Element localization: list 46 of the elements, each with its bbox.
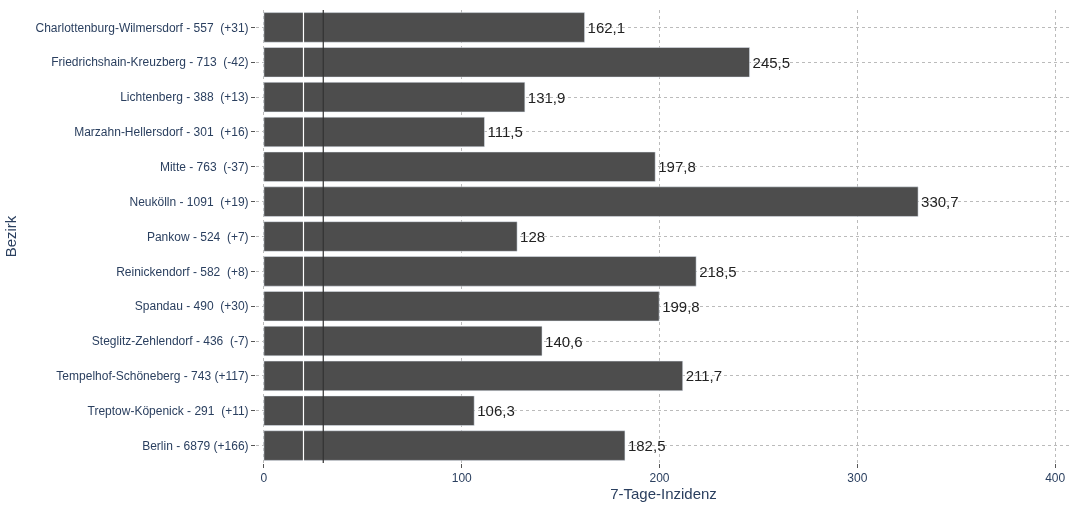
y-tick-label: Pankow - 524 (+7) <box>146 229 249 244</box>
y-tick-label: Berlin - 6879 (+166) <box>142 438 249 453</box>
data-label: 197,8 <box>658 158 696 176</box>
y-tick-label: Spandau - 490 (+30) <box>134 299 249 314</box>
data-label: 182,5 <box>627 437 666 455</box>
y-tick-label: Reinickendorf - 582 (+8) <box>116 264 249 279</box>
bar <box>263 291 660 322</box>
x-tick-label: 300 <box>847 471 868 486</box>
bar <box>263 116 485 148</box>
y-tick-label: Lichtenberg - 388 (+13) <box>120 90 249 105</box>
bar <box>263 256 697 287</box>
data-label: 111,5 <box>487 123 523 141</box>
bar <box>263 360 683 391</box>
y-tick-label: Neukölln - 1091 (+19) <box>129 194 249 209</box>
x-tick-label: 400 <box>1045 471 1066 486</box>
y-tick-label: Mitte - 763 (-37) <box>159 160 249 175</box>
bar <box>263 151 656 182</box>
y-tick-label: Marzahn-Hellersdorf - 301 (+16) <box>74 125 249 140</box>
bar <box>263 395 475 426</box>
data-label: 211,7 <box>685 367 723 385</box>
data-label: 131,9 <box>527 88 566 106</box>
y-tick-label: Friedrichshain-Kreuzberg - 713 (-42) <box>51 55 249 70</box>
data-label: 128 <box>520 228 546 245</box>
x-tick-label: 0 <box>260 471 268 486</box>
data-label: 245,5 <box>752 53 791 71</box>
bar <box>263 82 526 113</box>
data-label: 330,7 <box>921 193 959 211</box>
bar <box>263 47 750 78</box>
y-tick-label: Charlottenburg-Wilmersdorf - 557 (+31) <box>35 20 249 35</box>
y-tick-label: Tempelhof-Schöneberg - 743 (+117) <box>56 369 249 384</box>
bar <box>263 186 919 217</box>
data-label: 140,6 <box>545 332 583 350</box>
x-tick-label: 200 <box>649 471 670 486</box>
bar <box>263 430 626 461</box>
bar <box>263 221 518 252</box>
bar <box>263 12 585 43</box>
x-axis-title: 7-Tage-Inzidenz <box>610 485 717 503</box>
data-label: 218,5 <box>699 262 737 280</box>
data-label: 199,8 <box>662 297 700 315</box>
bar <box>263 325 543 357</box>
y-tick-label: Treptow-Köpenick - 291 (+11) <box>87 403 249 418</box>
data-label: 106,3 <box>477 402 515 420</box>
x-tick-label: 100 <box>451 471 473 486</box>
y-axis-title: Bezirk <box>1 215 19 258</box>
y-tick-label: Steglitz-Zehlendorf - 436 (-7) <box>91 334 249 349</box>
data-label: 162,1 <box>587 18 626 36</box>
